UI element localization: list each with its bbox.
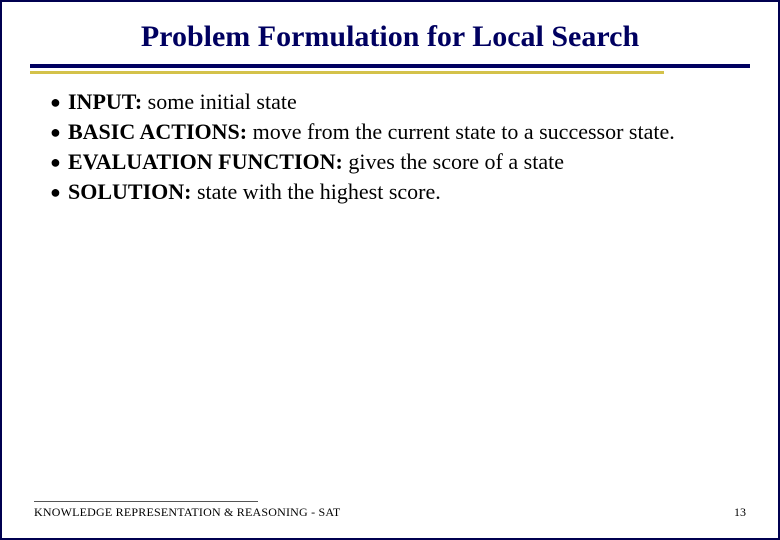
bullet-body: state with the highest score.: [191, 179, 440, 204]
bullet-label: EVALUATION FUNCTION:: [68, 149, 343, 174]
bullet-icon: ●: [50, 118, 62, 146]
bullet-item: ● SOLUTION: state with the highest score…: [50, 178, 738, 206]
bullet-text: SOLUTION: state with the highest score.: [68, 178, 738, 206]
bullet-icon: ●: [50, 88, 62, 116]
slide-title: Problem Formulation for Local Search: [2, 2, 778, 64]
bullet-text: EVALUATION FUNCTION: gives the score of …: [68, 148, 738, 176]
footer-divider: [34, 501, 258, 502]
bullet-item: ● EVALUATION FUNCTION: gives the score o…: [50, 148, 738, 176]
footer-text-left: KNOWLEDGE REPRESENTATION & REASONING - S…: [34, 505, 340, 520]
bullet-item: ● INPUT: some initial state: [50, 88, 738, 116]
slide-frame: Problem Formulation for Local Search ● I…: [0, 0, 780, 540]
bullet-icon: ●: [50, 148, 62, 176]
bullet-text: BASIC ACTIONS: move from the current sta…: [68, 118, 738, 146]
title-divider: [30, 64, 750, 74]
slide-number: 13: [734, 505, 746, 520]
bullet-label: SOLUTION:: [68, 179, 191, 204]
bullet-text: INPUT: some initial state: [68, 88, 738, 116]
bullet-body: move from the current state to a success…: [247, 119, 675, 144]
slide-content: ● INPUT: some initial state ● BASIC ACTI…: [2, 74, 778, 207]
slide-footer: KNOWLEDGE REPRESENTATION & REASONING - S…: [34, 505, 746, 520]
bullet-label: INPUT:: [68, 89, 142, 114]
divider-line-top: [30, 64, 750, 68]
bullet-icon: ●: [50, 178, 62, 206]
bullet-body: gives the score of a state: [343, 149, 564, 174]
bullet-item: ● BASIC ACTIONS: move from the current s…: [50, 118, 738, 146]
bullet-label: BASIC ACTIONS:: [68, 119, 247, 144]
bullet-body: some initial state: [142, 89, 297, 114]
